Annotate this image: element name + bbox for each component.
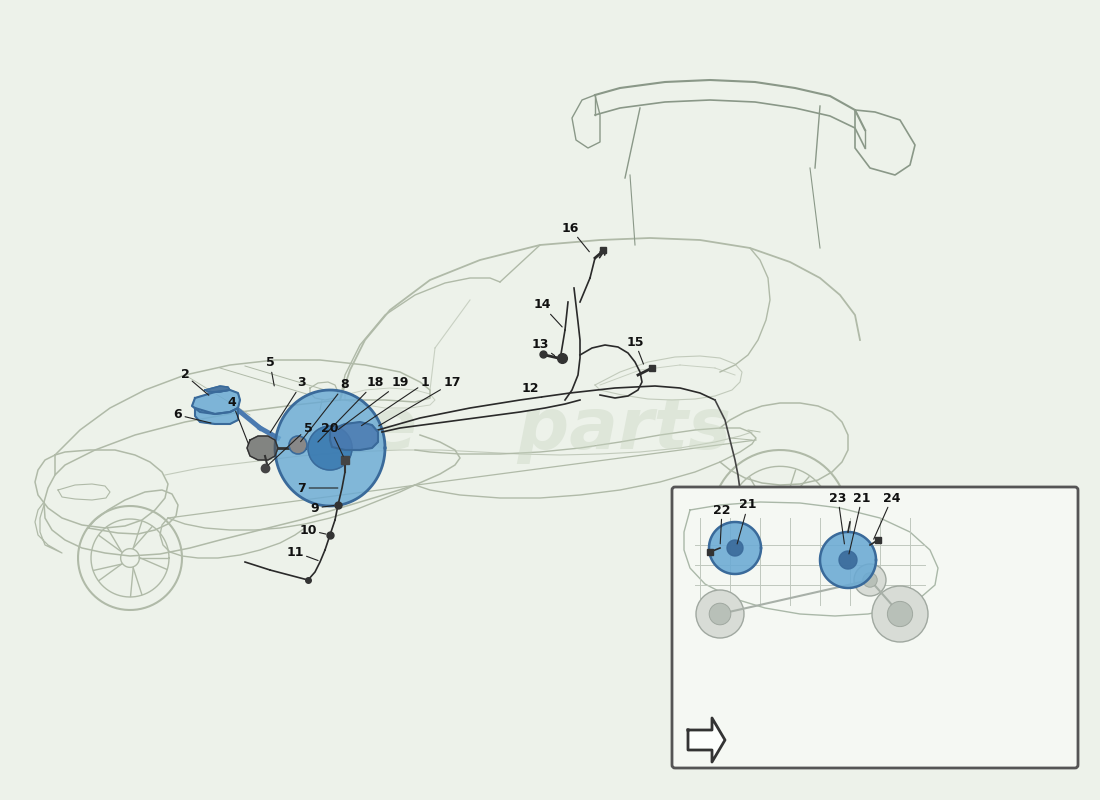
Text: 21: 21: [737, 498, 757, 544]
Text: 18: 18: [318, 377, 384, 442]
Polygon shape: [248, 436, 278, 460]
Text: 1: 1: [362, 377, 429, 426]
Text: 12: 12: [521, 382, 541, 398]
Text: 10: 10: [299, 523, 326, 537]
Polygon shape: [820, 532, 876, 588]
Text: 4: 4: [228, 395, 249, 444]
Circle shape: [854, 564, 886, 596]
Polygon shape: [330, 422, 378, 450]
Circle shape: [862, 573, 877, 587]
Polygon shape: [688, 718, 725, 762]
Text: 6: 6: [174, 409, 211, 423]
Circle shape: [872, 586, 928, 642]
Text: 16: 16: [561, 222, 590, 252]
Text: 5: 5: [265, 357, 274, 386]
Text: 7: 7: [298, 482, 338, 494]
Polygon shape: [192, 390, 240, 414]
Text: 15: 15: [626, 335, 644, 364]
Polygon shape: [839, 551, 857, 569]
Circle shape: [710, 603, 730, 625]
Text: 3: 3: [271, 377, 306, 433]
Polygon shape: [275, 390, 385, 506]
Text: 23: 23: [829, 491, 847, 544]
FancyBboxPatch shape: [672, 487, 1078, 768]
Polygon shape: [195, 408, 238, 424]
Text: 17: 17: [378, 377, 461, 426]
Circle shape: [289, 436, 307, 454]
Circle shape: [888, 602, 913, 626]
Text: 8: 8: [300, 378, 350, 442]
Polygon shape: [205, 386, 230, 392]
Text: 5: 5: [268, 422, 312, 465]
Text: 22: 22: [713, 503, 730, 544]
Polygon shape: [710, 522, 761, 574]
Text: 9: 9: [310, 502, 334, 514]
Text: 2: 2: [180, 369, 209, 395]
Circle shape: [696, 590, 744, 638]
Text: 19: 19: [339, 377, 409, 430]
Text: 24: 24: [873, 491, 901, 539]
Text: 11: 11: [286, 546, 318, 561]
Text: e    parts: e parts: [368, 395, 732, 465]
Polygon shape: [308, 426, 352, 470]
Polygon shape: [727, 540, 742, 556]
Text: 13: 13: [531, 338, 554, 355]
Text: 21: 21: [849, 491, 871, 554]
Text: 14: 14: [534, 298, 562, 327]
Text: 20: 20: [321, 422, 343, 456]
